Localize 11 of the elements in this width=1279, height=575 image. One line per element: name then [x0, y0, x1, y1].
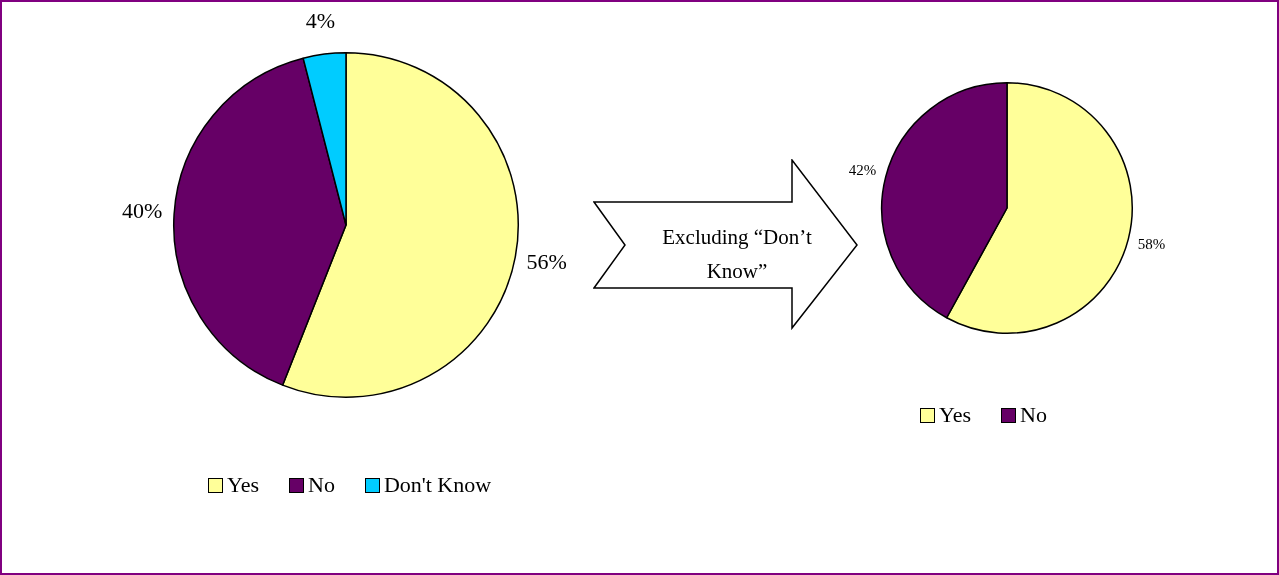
- legend-label: Yes: [227, 472, 260, 498]
- data-label: 4%: [305, 8, 336, 34]
- legend-label: Yes: [939, 402, 972, 428]
- legend-label: Don't Know: [383, 472, 492, 498]
- text: Excluding “Don’t Know”: [662, 224, 812, 285]
- legend-label: No: [308, 472, 335, 498]
- legend-label: No: [1020, 402, 1047, 428]
- data-label: 58%: [1137, 236, 1166, 253]
- data-label: 56%: [526, 249, 567, 275]
- data-label: 40%: [121, 197, 163, 223]
- data-label: 42%: [848, 161, 877, 178]
